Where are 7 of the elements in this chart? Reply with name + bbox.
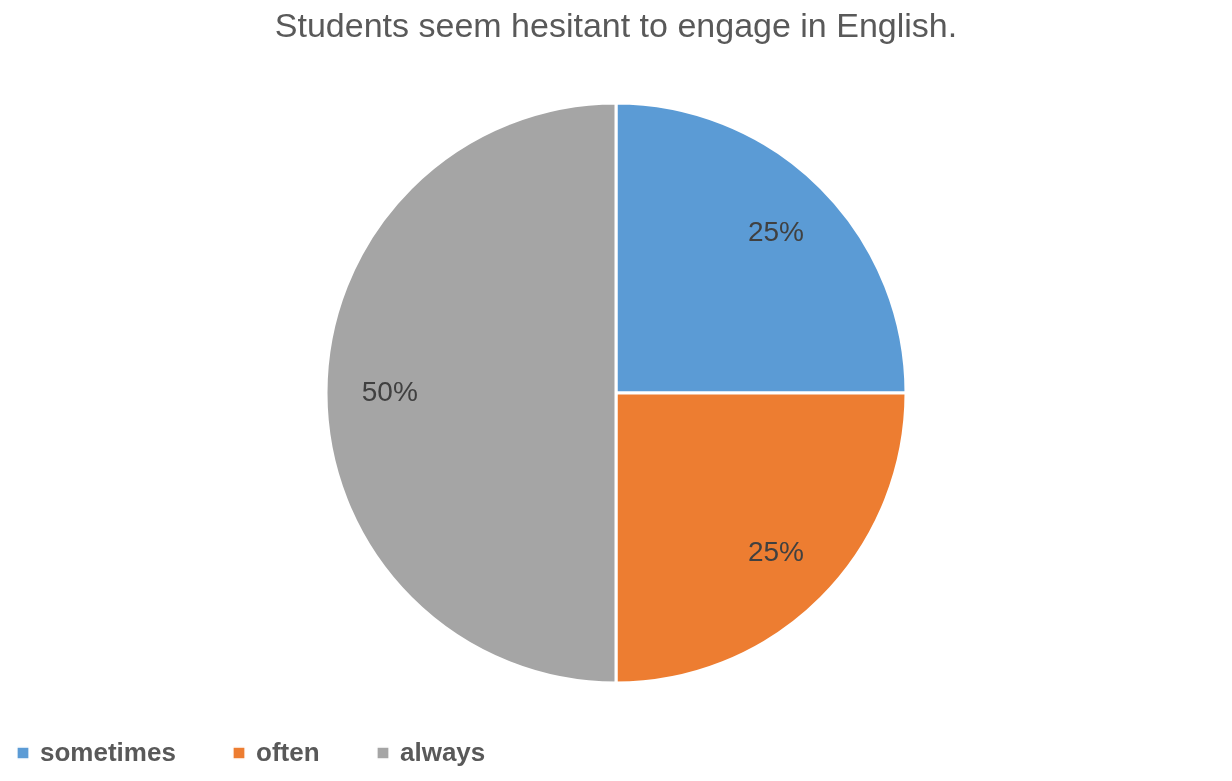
data-label: 25%	[747, 216, 804, 248]
legend-label: always	[400, 737, 486, 767]
legend-label: sometimes	[40, 737, 176, 767]
data-label: 50%	[361, 376, 418, 407]
chart-title: Students seem hesitant to engage in English.	[274, 6, 958, 44]
data-label: 25%	[747, 535, 804, 567]
legend-label: often	[256, 737, 320, 767]
